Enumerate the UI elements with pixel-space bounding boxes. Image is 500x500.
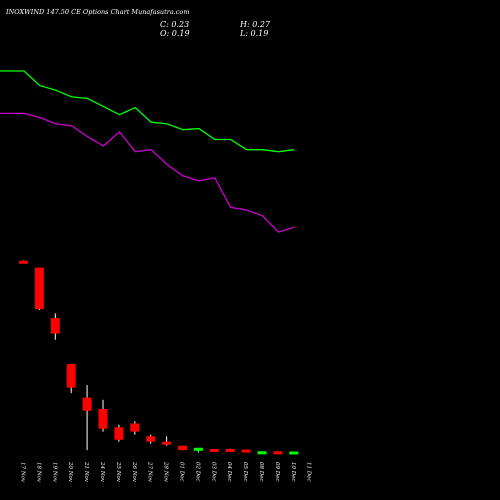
candle-body [66,364,76,388]
candle-2 [34,267,44,310]
low-value: L: 0.19 [240,29,269,38]
candle-11 [178,445,187,451]
candle-10 [162,436,172,446]
candle-14 [225,448,235,452]
x-tick-label: 27 Nov [147,461,153,483]
candlesticks [19,260,299,455]
candle-body [225,449,235,452]
candle-body [162,441,172,445]
x-tick-label: 03 Dec [210,462,216,482]
x-tick-label: 05 Dec [242,462,248,482]
candle-16 [257,451,267,455]
x-tick-label: 10 Dec [290,462,296,482]
open-value: O: 0.19 [160,29,190,38]
candle-body [209,449,219,452]
x-tick-label: 17 Nov [20,462,26,483]
candle-7 [114,424,124,442]
candle-body [146,436,156,442]
candle-4 [66,364,76,394]
candle-body [82,397,92,411]
candle-body [114,427,124,440]
candle-17 [273,451,283,455]
x-tick-label: 11 Dec [306,462,312,482]
candle-body [178,445,187,451]
x-axis-labels: 17 Nov 18 Nov 19 Nov 20 Nov 21 Nov 24 Nov 25 N… [20,461,312,483]
x-tick-label: 04 Dec [226,462,232,482]
candle-body [34,267,44,310]
x-tick-label: 01 Dec [179,462,185,482]
x-tick-label: 21 Nov [83,461,89,483]
candle-body [241,449,251,453]
x-tick-label: 24 Nov [99,461,105,483]
candle-body [130,423,140,432]
moving-average-lines [0,70,295,233]
candle-12 [193,447,203,453]
candle-body [50,318,60,334]
candle-6 [98,399,108,432]
candle-body [273,451,283,455]
candle-1 [19,260,28,264]
candle-15 [241,449,251,453]
x-tick-label: 20 Nov [67,461,73,483]
candle-body [257,451,267,455]
ma-line-fast [0,70,295,153]
candle-body [193,447,203,451]
x-tick-label: 19 Nov [51,462,57,483]
candle-body [289,451,299,455]
candle-body [98,409,108,429]
candle-3 [50,313,60,340]
chart-title: INOXWIND 147.50 CE Options Chart Munafas… [6,8,190,16]
candle-8 [130,421,140,435]
ma-line-slow [0,112,295,233]
x-tick-label: 28 Nov [163,461,169,483]
x-tick-label: 18 Nov [35,462,41,483]
close-value: C: 0.23 [160,20,190,29]
x-tick-label: 26 Nov [131,461,137,483]
candle-13 [209,449,219,452]
x-tick-label: 09 Dec [274,462,280,482]
high-value: H: 0.27 [240,20,271,29]
candle-body [19,260,28,264]
x-tick-label: 08 Dec [258,462,264,482]
candle-5 [82,385,92,451]
candle-9 [146,434,156,444]
candle-18 [289,451,299,455]
x-tick-label: 25 Nov [115,461,121,483]
x-tick-label: 02 Dec [194,462,200,482]
